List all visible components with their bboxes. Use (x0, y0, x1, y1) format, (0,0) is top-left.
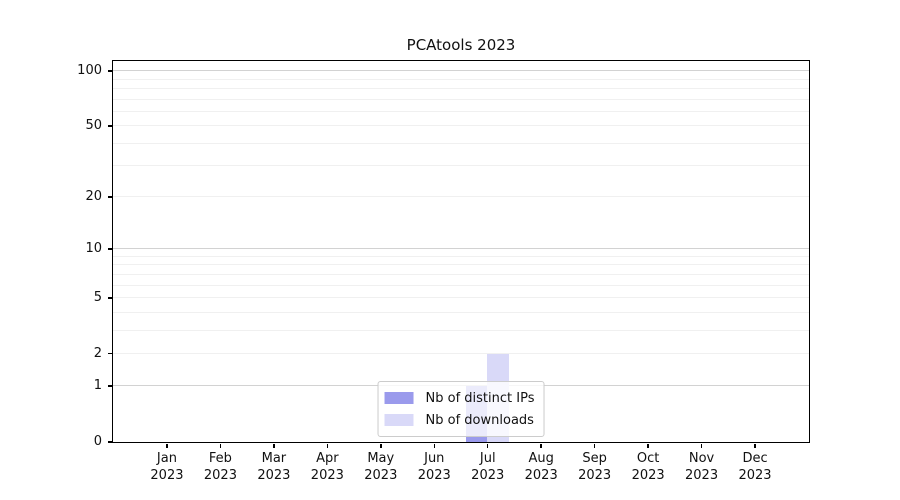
x-tick-year: 2023 (524, 468, 558, 483)
x-tick-month: May (367, 451, 395, 466)
chart-title: PCAtools 2023 (406, 36, 516, 54)
gridline-minor (113, 284, 809, 286)
x-tick-year: 2023 (150, 468, 184, 483)
gridline-minor (113, 142, 809, 144)
x-tick-mark (380, 443, 382, 448)
gridline-minor (113, 352, 809, 354)
y-tick-label: 100 (77, 63, 102, 79)
x-tick-label: Dec 2023 (723, 450, 787, 484)
gridline-minor (113, 125, 809, 127)
legend: Nb of distinct IPs Nb of downloads (377, 381, 545, 437)
y-tick-label: 10 (85, 241, 102, 257)
x-tick-month: Jun (424, 451, 445, 466)
gridline-minor (113, 311, 809, 313)
x-tick-year: 2023 (738, 468, 772, 483)
x-tick-label: Jul 2023 (456, 450, 520, 484)
gridline-minor (113, 98, 809, 100)
y-tick-label: 2 (93, 345, 102, 361)
gridline-minor (113, 273, 809, 275)
y-tick-mark (108, 297, 112, 299)
y-tick-mark (108, 385, 112, 387)
gridline-major (113, 248, 809, 250)
x-tick-month: Nov (688, 451, 715, 466)
y-tick-label: 5 (93, 290, 102, 306)
gridline-minor (113, 297, 809, 299)
x-tick-label: Jun 2023 (402, 450, 466, 484)
y-tick-label: 20 (85, 189, 102, 205)
legend-row: Nb of distinct IPs (384, 387, 535, 409)
x-tick-month: Apr (316, 451, 339, 466)
x-tick-month: Oct (636, 451, 660, 466)
x-tick-label: Mar 2023 (242, 450, 306, 484)
x-tick-year: 2023 (257, 468, 291, 483)
y-tick-label: 1 (93, 378, 102, 394)
y-tick-mark (108, 352, 112, 355)
x-tick-label: Jan 2023 (135, 450, 199, 484)
x-tick-label: Apr 2023 (295, 450, 359, 484)
x-tick-month: Aug (528, 451, 554, 466)
gridline-minor (113, 256, 809, 257)
x-tick-year: 2023 (578, 468, 612, 483)
gridline-minor (113, 110, 809, 112)
x-tick-year: 2023 (364, 468, 398, 483)
x-tick-mark (700, 443, 703, 448)
y-tick-mark (108, 70, 112, 72)
legend-swatch-distinct-ips (384, 392, 414, 404)
x-tick-label: Sep 2023 (563, 450, 627, 484)
plot-inner: Nb of distinct IPs Nb of downloads (113, 61, 809, 442)
x-tick-year: 2023 (417, 468, 451, 483)
x-tick-mark (433, 443, 436, 448)
gridline-major (113, 70, 809, 72)
gridline-minor (113, 264, 809, 266)
x-tick-mark (540, 443, 542, 448)
y-tick-mark (108, 441, 112, 443)
x-tick-month: Sep (582, 451, 607, 466)
x-tick-year: 2023 (631, 468, 665, 483)
x-tick-mark (486, 443, 489, 448)
x-tick-mark (647, 443, 649, 448)
legend-row: Nb of downloads (384, 409, 535, 431)
x-tick-mark (219, 443, 222, 448)
x-tick-label: Aug 2023 (509, 450, 573, 484)
legend-label-distinct-ips: Nb of distinct IPs (425, 390, 535, 406)
x-tick-label: May 2023 (349, 450, 413, 484)
x-tick-mark (166, 443, 168, 448)
gridline-minor (113, 78, 809, 80)
gridline-minor (113, 87, 809, 89)
gridline-minor (113, 329, 809, 331)
plot-area: Nb of distinct IPs Nb of downloads (112, 60, 810, 443)
x-tick-mark (754, 443, 756, 448)
y-tick-mark (108, 196, 112, 198)
x-tick-year: 2023 (310, 468, 344, 483)
y-tick-mark (108, 248, 112, 250)
legend-label-downloads: Nb of downloads (425, 412, 534, 428)
x-tick-month: Dec (742, 451, 768, 466)
x-tick-label: Feb 2023 (188, 450, 252, 484)
x-tick-month: Jul (479, 451, 496, 466)
x-tick-mark (273, 443, 275, 448)
x-tick-label: Oct 2023 (616, 450, 680, 484)
x-tick-year: 2023 (203, 468, 237, 483)
x-tick-mark (593, 443, 596, 448)
x-tick-mark (326, 443, 329, 448)
gridline-minor (113, 165, 809, 167)
y-tick-mark (108, 125, 112, 127)
x-tick-month: Feb (208, 451, 232, 466)
legend-swatch-downloads (384, 414, 414, 426)
gridline-minor (113, 196, 809, 198)
x-tick-label: Nov 2023 (670, 450, 734, 484)
y-tick-label: 50 (85, 118, 102, 134)
y-tick-label: 0 (93, 434, 102, 449)
x-tick-month: Mar (261, 451, 287, 466)
x-tick-month: Jan (156, 451, 177, 466)
x-tick-year: 2023 (685, 468, 719, 483)
x-tick-year: 2023 (471, 468, 505, 483)
